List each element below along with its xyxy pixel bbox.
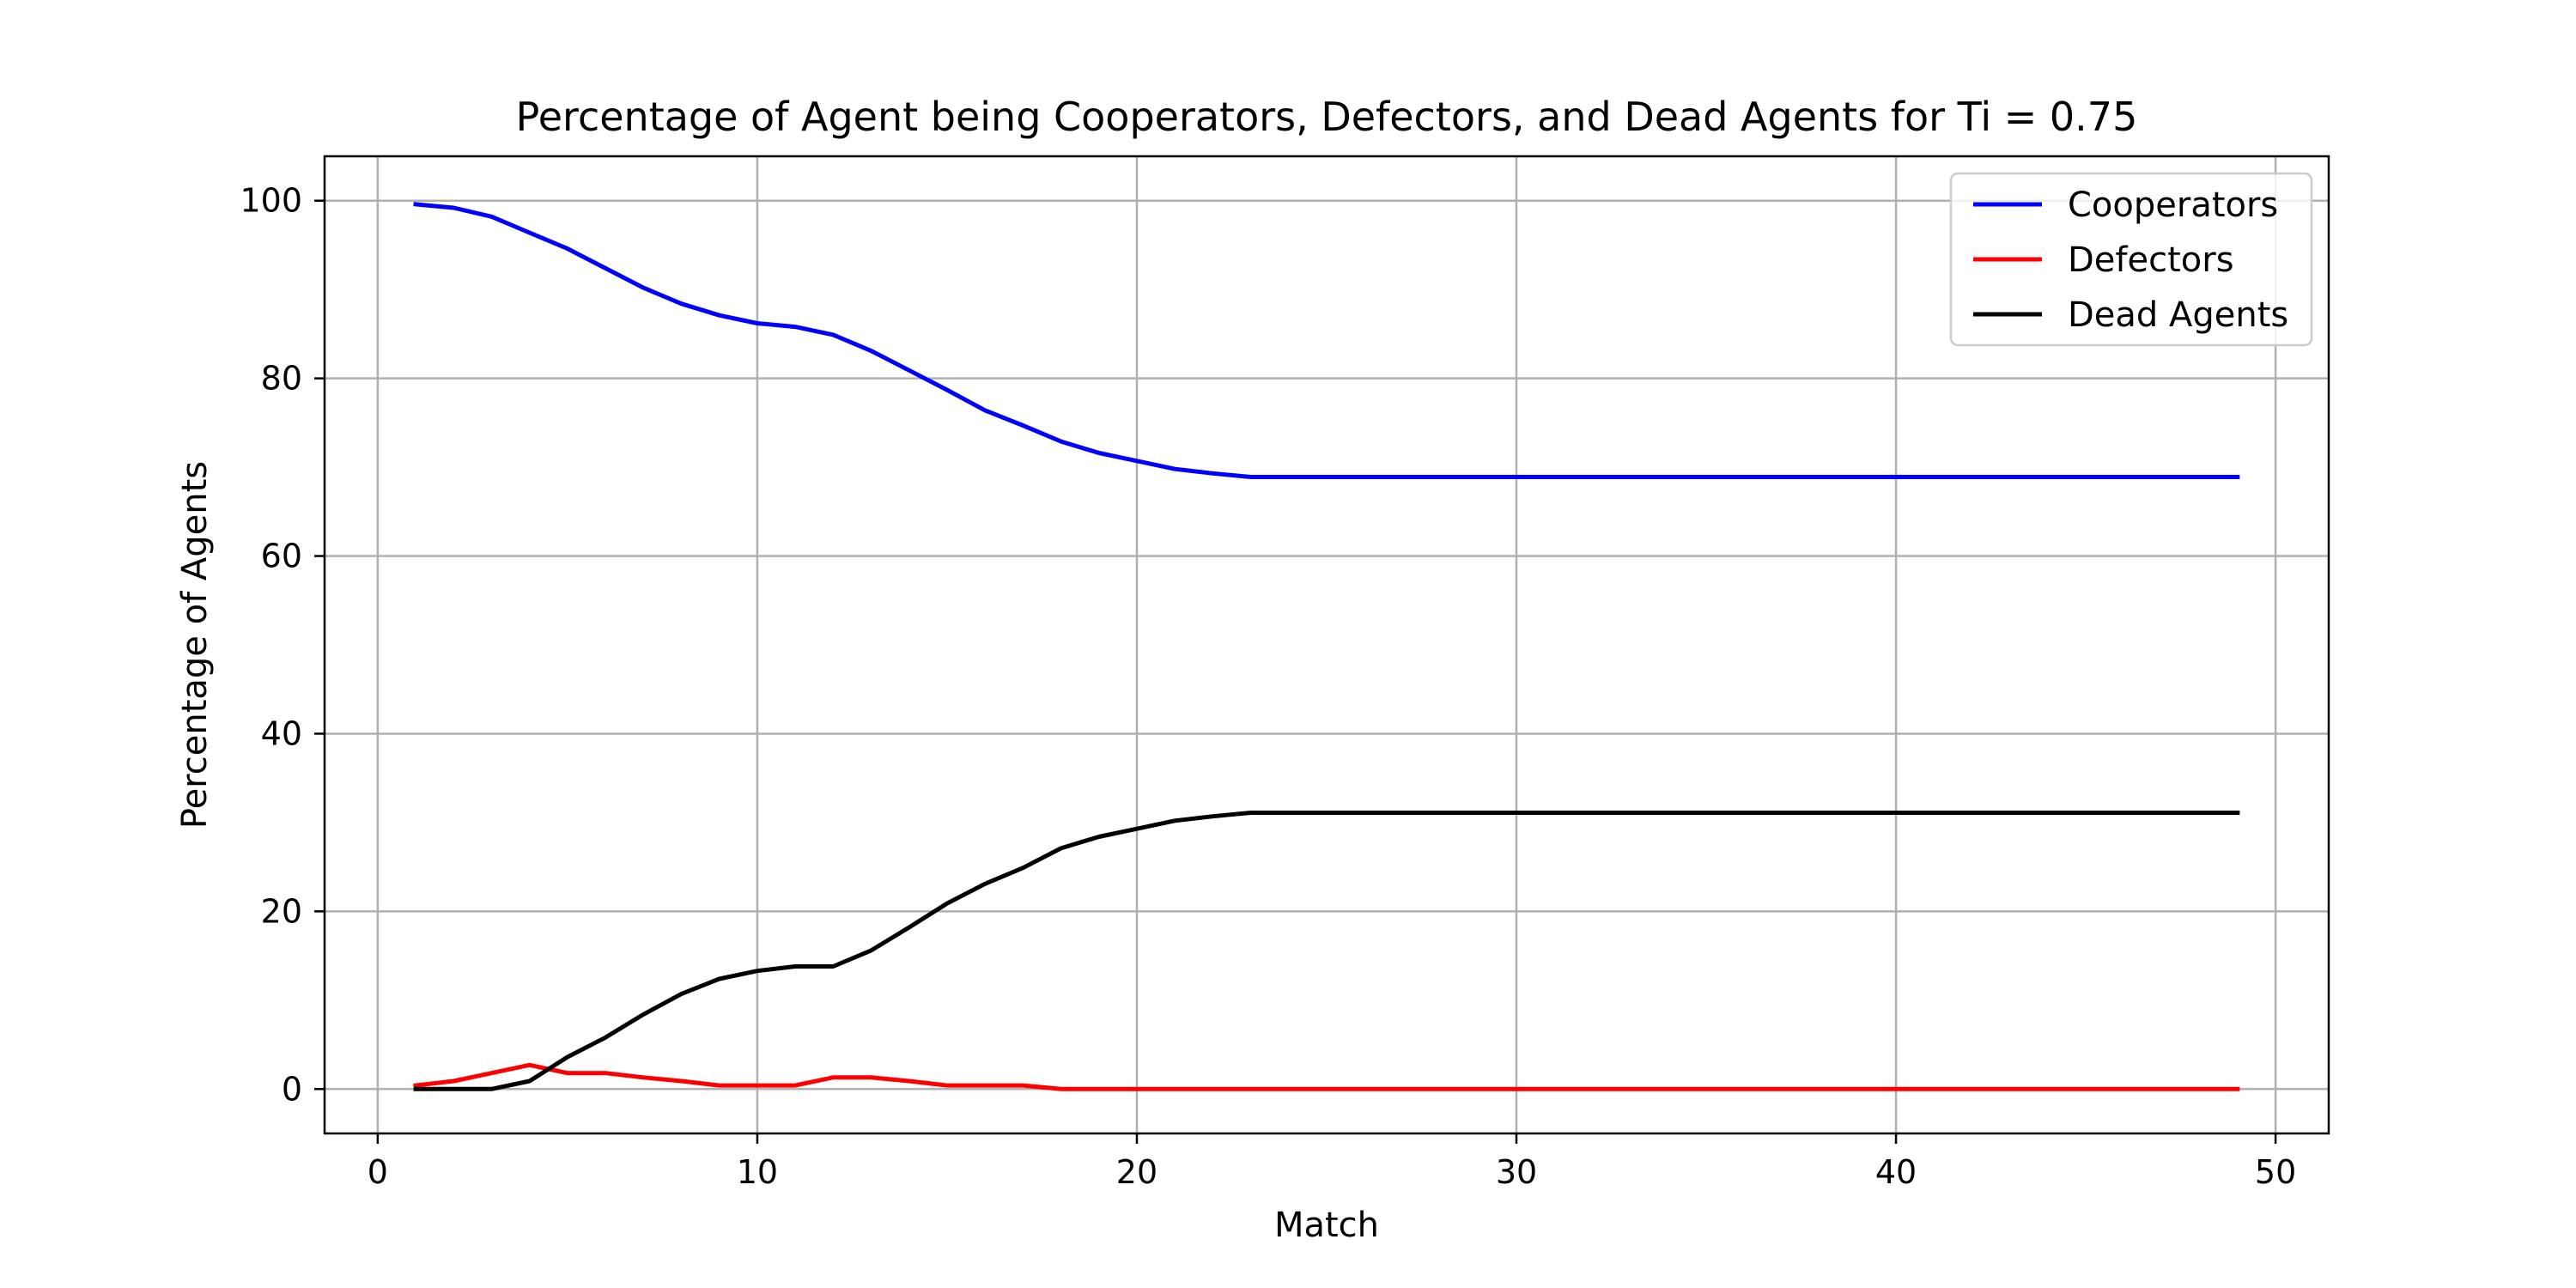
- y-tick-label: 0: [282, 1070, 302, 1108]
- y-tick-label: 100: [240, 182, 302, 220]
- legend-label-cooperators: Cooperators: [2068, 185, 2278, 225]
- x-tick-label: 50: [2255, 1153, 2296, 1191]
- y-tick-label: 60: [261, 538, 302, 575]
- legend-label-dead-agents: Dead Agents: [2068, 295, 2288, 335]
- x-tick-label: 40: [1875, 1153, 1917, 1191]
- legend-box: [1949, 172, 2313, 347]
- y-tick-label: 40: [261, 714, 302, 752]
- x-axis-label: Match: [1274, 1206, 1379, 1245]
- series-lines: [413, 202, 2240, 1091]
- plot-area-frame: [323, 155, 2330, 1135]
- series-line-defectors: [413, 1062, 2240, 1091]
- x-tick-label: 0: [368, 1153, 388, 1191]
- y-tick-label: 20: [261, 892, 302, 930]
- y-axis-label: Percentage of Agents: [175, 461, 215, 829]
- legend: Cooperators Defectors Dead Agents: [1949, 172, 2313, 347]
- chart-title: Percentage of Agent being Cooperators, D…: [516, 94, 2138, 140]
- x-tick-label: 20: [1116, 1153, 1157, 1191]
- series-line-dead-agents: [413, 811, 2240, 1091]
- y-tick-label: 80: [261, 360, 302, 398]
- y-axis-ticks: 0 20 40 60 80 100: [240, 182, 325, 1108]
- series-line-cooperators: [413, 202, 2240, 479]
- x-tick-label: 10: [737, 1153, 778, 1191]
- x-axis-ticks: 0 10 20 30 40 50: [368, 1133, 2296, 1191]
- x-tick-label: 30: [1496, 1153, 1537, 1191]
- legend-label-defectors: Defectors: [2068, 240, 2234, 280]
